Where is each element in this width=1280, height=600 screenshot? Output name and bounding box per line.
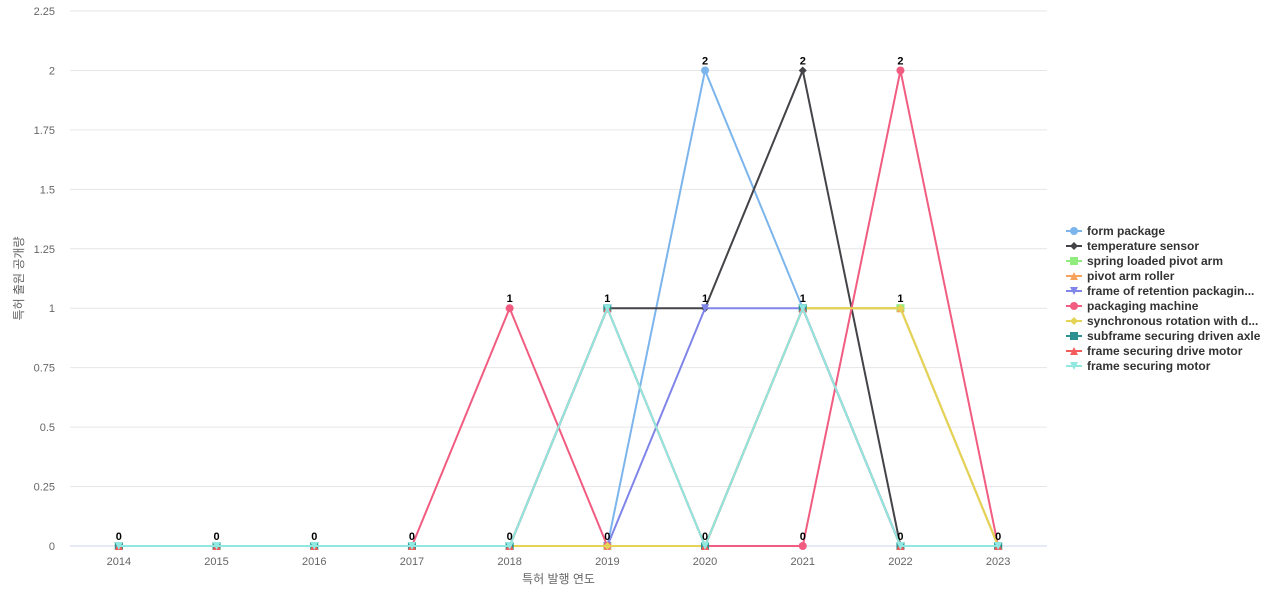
data-label: 0 [311, 531, 317, 543]
legend-item[interactable]: frame securing drive motor [1066, 343, 1260, 358]
legend-marker-icon [1066, 346, 1082, 355]
legend-label: pivot arm roller [1087, 268, 1175, 283]
legend-marker-icon [1066, 361, 1082, 370]
legend-item[interactable]: spring loaded pivot arm [1066, 253, 1260, 268]
x-tick-label: 2022 [888, 556, 912, 568]
legend-label: packaging machine [1087, 298, 1199, 313]
data-point [505, 542, 514, 550]
series-line [118, 305, 999, 549]
y-tick-label: 0.75 [34, 363, 55, 375]
data-point [603, 542, 612, 550]
data-point [798, 542, 807, 550]
data-point [798, 66, 807, 75]
y-tick-label: 0 [49, 541, 55, 553]
x-tick-label: 2021 [791, 556, 815, 568]
data-label: 0 [213, 531, 219, 543]
y-axis-label: 특허 출원 공개량 [12, 237, 26, 321]
legend-item[interactable]: subframe securing driven axle [1066, 328, 1260, 343]
legend-label: frame securing motor [1087, 358, 1211, 373]
series-frame-securing-motor [114, 304, 1003, 550]
legend-item[interactable]: temperature sensor [1066, 238, 1260, 253]
legend-marker-icon [1066, 331, 1082, 340]
data-label: 2 [800, 55, 806, 67]
data-label: 0 [702, 531, 708, 543]
x-tick-label: 2016 [302, 556, 326, 568]
y-tick-label: 1.75 [34, 125, 55, 137]
x-tick-label: 2020 [693, 556, 717, 568]
data-point [994, 542, 1003, 550]
data-label: 1 [800, 293, 806, 305]
data-label: 0 [507, 531, 513, 543]
y-tick-label: 0.5 [40, 422, 55, 434]
data-point [310, 542, 319, 550]
y-tick-label: 2.25 [34, 6, 55, 18]
x-tick-label: 2015 [204, 556, 228, 568]
legend-label: form package [1087, 223, 1166, 238]
data-label: 0 [800, 531, 806, 543]
data-label: 1 [604, 293, 610, 305]
legend-label: frame of retention packagin... [1087, 283, 1255, 298]
legend-label: temperature sensor [1087, 238, 1200, 253]
data-label: 0 [409, 531, 415, 543]
data-label: 1 [507, 293, 513, 305]
data-point [114, 542, 123, 550]
legend-item[interactable]: packaging machine [1066, 298, 1260, 313]
data-point [505, 304, 514, 313]
legend-item[interactable]: form package [1066, 223, 1260, 238]
data-point [896, 304, 905, 313]
legend-marker-icon [1066, 241, 1082, 250]
data-point [603, 304, 612, 313]
x-axis-label: 특허 발행 연도 [522, 571, 595, 586]
legend-label: subframe securing driven axle [1087, 328, 1261, 343]
data-label: 1 [702, 293, 708, 305]
legend: form package temperature sensor spring loa… [1066, 223, 1260, 373]
legend-marker-icon [1066, 316, 1082, 325]
data-point [701, 304, 710, 313]
data-label: 2 [897, 55, 903, 67]
legend-item[interactable]: frame securing motor [1066, 358, 1260, 373]
legend-label: spring loaded pivot arm [1087, 253, 1224, 268]
legend-marker-icon [1066, 301, 1082, 310]
legend-marker-icon [1066, 226, 1082, 235]
legend-item[interactable]: frame of retention packagin... [1066, 283, 1260, 298]
legend-marker-icon [1066, 286, 1082, 295]
y-tick-label: 1 [49, 303, 55, 315]
data-label: 0 [995, 531, 1001, 543]
data-point [701, 66, 710, 75]
legend-item[interactable]: synchronous rotation with d... [1066, 313, 1260, 328]
x-tick-label: 2019 [595, 556, 619, 568]
legend-label: synchronous rotation with d... [1087, 313, 1259, 328]
data-label: 0 [604, 531, 610, 543]
data-point [798, 304, 807, 313]
y-tick-label: 2 [49, 65, 55, 77]
y-tick-label: 0.25 [34, 482, 55, 494]
data-point [896, 66, 905, 75]
legend-marker-icon [1066, 256, 1082, 265]
y-tick-label: 1.25 [34, 244, 55, 256]
data-point [896, 542, 905, 550]
data-label: 2 [702, 55, 708, 67]
x-tick-label: 2014 [107, 556, 131, 568]
legend-marker-icon [1066, 271, 1082, 280]
x-tick-label: 2023 [986, 556, 1010, 568]
data-point [407, 542, 416, 550]
data-label: 0 [116, 531, 122, 543]
legend-item[interactable]: pivot arm roller [1066, 268, 1260, 283]
legend-label: frame securing drive motor [1087, 343, 1243, 358]
data-point [701, 542, 710, 550]
data-label: 1 [897, 293, 903, 305]
data-point [212, 542, 221, 550]
x-tick-label: 2017 [400, 556, 424, 568]
y-tick-label: 1.5 [40, 184, 55, 196]
x-tick-label: 2018 [497, 556, 521, 568]
data-label: 0 [897, 531, 903, 543]
